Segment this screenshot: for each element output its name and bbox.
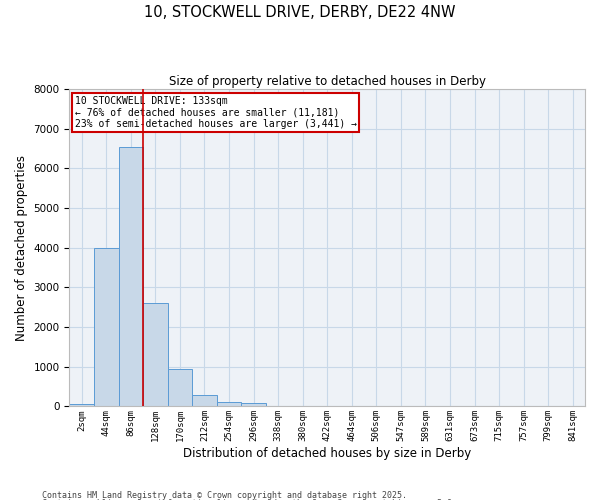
Bar <box>192 394 217 406</box>
Text: Contains HM Land Registry data © Crown copyright and database right 2025.: Contains HM Land Registry data © Crown c… <box>42 490 407 500</box>
Title: Size of property relative to detached houses in Derby: Size of property relative to detached ho… <box>169 75 486 88</box>
Y-axis label: Number of detached properties: Number of detached properties <box>15 155 28 341</box>
Bar <box>217 402 241 406</box>
Text: 10, STOCKWELL DRIVE, DERBY, DE22 4NW: 10, STOCKWELL DRIVE, DERBY, DE22 4NW <box>144 5 456 20</box>
Bar <box>241 404 266 406</box>
Bar <box>70 404 94 406</box>
Bar <box>143 304 167 406</box>
Bar <box>94 248 119 406</box>
Bar <box>167 368 192 406</box>
Text: 10 STOCKWELL DRIVE: 133sqm
← 76% of detached houses are smaller (11,181)
23% of : 10 STOCKWELL DRIVE: 133sqm ← 76% of deta… <box>74 96 356 128</box>
Bar <box>119 146 143 406</box>
Text: Contains public sector information licensed under the Open Government Licence v3: Contains public sector information licen… <box>42 499 457 500</box>
X-axis label: Distribution of detached houses by size in Derby: Distribution of detached houses by size … <box>183 447 472 460</box>
